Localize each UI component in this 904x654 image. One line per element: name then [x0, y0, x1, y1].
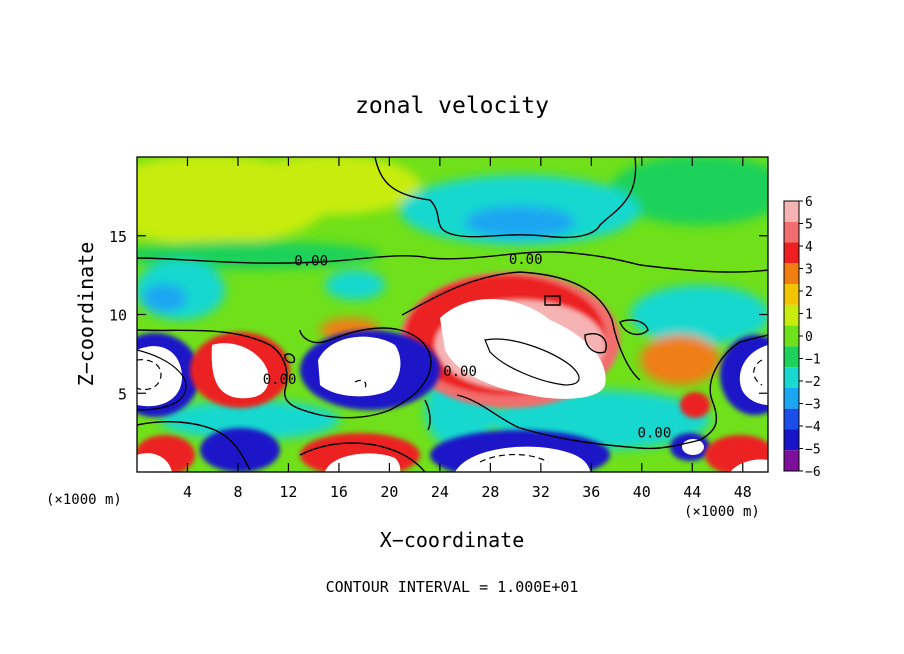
- y-tick-label: 10: [109, 307, 127, 325]
- colorbar-label: −4: [805, 420, 821, 435]
- contour-label: 0.00: [509, 252, 543, 268]
- colorbar-label: 3: [805, 263, 813, 278]
- colorbar-swatch: [784, 325, 799, 347]
- colorbar-label: 5: [805, 218, 813, 233]
- colorbar-swatch: [784, 201, 799, 222]
- x-tick-label: 12: [279, 483, 297, 501]
- x-axis-label: X−coordinate: [380, 528, 525, 552]
- colorbar-swatch: [784, 367, 799, 388]
- x-tick-label: 44: [683, 483, 701, 501]
- x-tick-label: 36: [582, 483, 600, 501]
- contour-label: 0.00: [294, 254, 328, 270]
- colorbar-label: −3: [805, 398, 821, 413]
- colorbar-swatch: [784, 304, 799, 326]
- colorbar-label: −6: [805, 465, 821, 480]
- colorbar-swatch: [784, 450, 799, 471]
- y-tick-label: 5: [118, 385, 127, 403]
- colorbar-label: 2: [805, 285, 813, 300]
- contour-label: 0.00: [443, 364, 477, 380]
- colorbar-swatch: [784, 242, 799, 264]
- x-tick-label: 8: [233, 483, 242, 501]
- colorbar-swatch: [784, 221, 799, 243]
- x-tick-label: 4: [183, 483, 192, 501]
- colorbar-label: −2: [805, 375, 821, 390]
- x-tick-label: 16: [330, 483, 348, 501]
- contour-label: 0.00: [638, 425, 672, 441]
- colorbar-label: −5: [805, 443, 821, 458]
- y-axis-ticks: 5 10 15: [109, 228, 768, 403]
- x-tick-label: 32: [532, 483, 550, 501]
- velocity-field: [137, 157, 768, 472]
- contour-labels: 0.00 0.00 0.00 0.00 0.00: [263, 252, 672, 441]
- colorbar-swatch: [784, 429, 799, 451]
- x-unit-right: (×1000 m): [684, 504, 760, 520]
- colorbar-label: 6: [805, 195, 813, 210]
- x-axis-ticks: 4 8 12 16 20 24 28 32 36 40 44 48: [183, 157, 752, 501]
- x-tick-label: 40: [633, 483, 651, 501]
- y-axis-label: Z−coordinate: [74, 242, 98, 387]
- colorbar-label: 4: [805, 240, 813, 255]
- colorbar-label: 0: [805, 330, 813, 345]
- colorbar-label: 1: [805, 308, 813, 323]
- x-tick-label: 20: [380, 483, 398, 501]
- colorbar-swatch: [784, 284, 799, 305]
- x-tick-label: 24: [431, 483, 449, 501]
- x-tick-label: 28: [481, 483, 499, 501]
- colorbar: 6 5 4 3 2 1 0 −1 −2 −3 −4 −5 −6: [783, 195, 821, 480]
- colorbar-swatch: [784, 346, 799, 368]
- y-tick-label: 15: [109, 228, 127, 246]
- colorbar-swatch: [784, 387, 799, 409]
- chart-title: zonal velocity: [355, 93, 549, 119]
- colorbar-swatch: [784, 408, 799, 430]
- contour-interval-note: CONTOUR INTERVAL = 1.000E+01: [326, 578, 579, 596]
- contour-label: 0.00: [263, 372, 297, 388]
- x-tick-label: 48: [734, 483, 752, 501]
- x-unit-left: (×1000 m): [46, 492, 122, 508]
- colorbar-label: −1: [805, 353, 821, 368]
- colorbar-swatch: [784, 263, 799, 285]
